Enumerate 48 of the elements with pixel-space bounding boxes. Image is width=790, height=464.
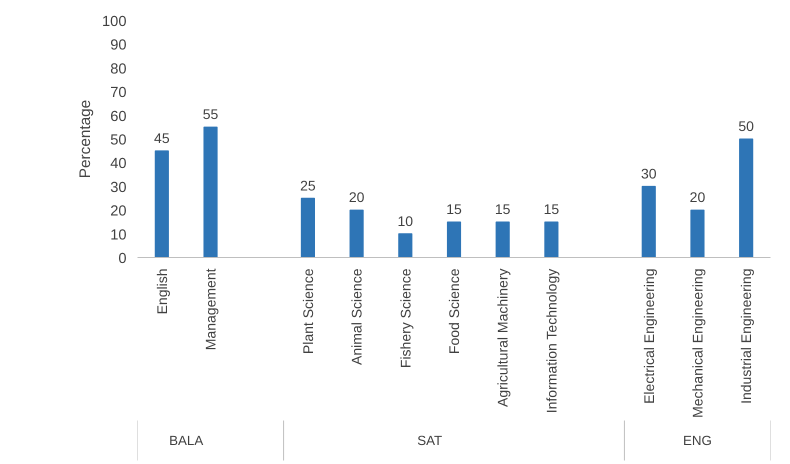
data-label: 55 bbox=[202, 106, 219, 122]
data-label: 15 bbox=[494, 200, 511, 217]
y-tick-label: 30 bbox=[110, 180, 127, 196]
y-tick-label: 40 bbox=[110, 156, 127, 172]
y-tick-label: 60 bbox=[110, 108, 127, 125]
x-tick-label: Industrial Engineering bbox=[738, 268, 754, 404]
y-tick-label: 80 bbox=[110, 61, 127, 78]
y-tick-label: 100 bbox=[102, 14, 127, 30]
y-tick-label: 90 bbox=[110, 38, 127, 54]
x-tick-label: Animal Science bbox=[348, 268, 365, 365]
bar bbox=[398, 233, 412, 258]
x-tick-label: English bbox=[154, 268, 170, 314]
x-tick-label: Information Technology bbox=[543, 268, 560, 414]
x-tick-label: Electrical Engineering bbox=[640, 268, 657, 404]
y-axis-title: Percentage bbox=[77, 100, 94, 178]
bar bbox=[203, 126, 218, 258]
bar bbox=[690, 210, 705, 258]
x-tick-label: Mechanical Engineering bbox=[689, 268, 706, 418]
bar bbox=[496, 221, 510, 258]
y-tick-label: 70 bbox=[110, 85, 127, 102]
bar bbox=[544, 221, 558, 258]
y-tick-label: 10 bbox=[110, 227, 127, 244]
text: ENG bbox=[683, 433, 712, 448]
x-tick-label: Food Science bbox=[446, 268, 462, 354]
text: BALA bbox=[169, 433, 204, 448]
bar bbox=[739, 138, 754, 258]
data-label: 20 bbox=[690, 189, 706, 206]
y-tick-label: 0 bbox=[118, 251, 127, 267]
bar bbox=[154, 150, 169, 258]
x-tick-label: Agricultural Machinery bbox=[494, 268, 511, 407]
data-label: 10 bbox=[398, 212, 414, 229]
data-label: 20 bbox=[348, 189, 365, 206]
data-label: 15 bbox=[446, 200, 462, 217]
data-label: 45 bbox=[154, 130, 170, 146]
data-label: 30 bbox=[640, 165, 657, 182]
text: SAT bbox=[417, 433, 442, 448]
x-tick-label: Plant Science bbox=[300, 268, 316, 354]
data-label: 25 bbox=[300, 177, 316, 194]
bar bbox=[350, 210, 364, 258]
data-label: 15 bbox=[544, 200, 560, 217]
bar bbox=[642, 186, 656, 258]
data-label: 50 bbox=[738, 118, 754, 134]
x-tick-label: Management bbox=[202, 268, 219, 350]
y-tick-label: 20 bbox=[110, 204, 127, 220]
bar bbox=[446, 221, 462, 258]
bar bbox=[300, 198, 315, 258]
y-tick-label: 50 bbox=[110, 132, 127, 148]
x-tick-label: Fishery Science bbox=[397, 268, 414, 368]
